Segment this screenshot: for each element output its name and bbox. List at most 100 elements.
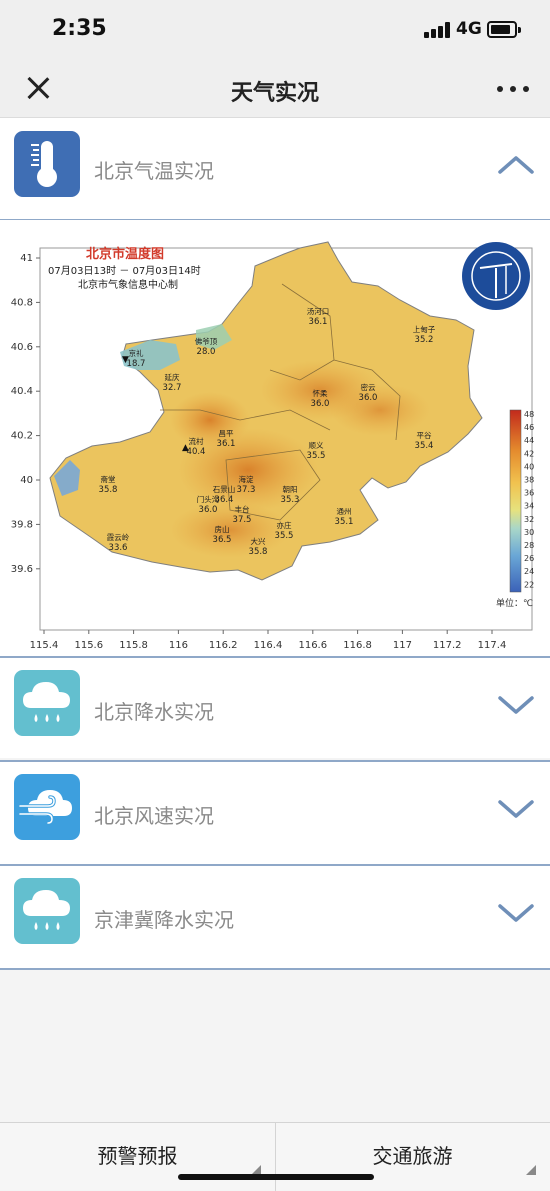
chevron-down-icon[interactable]	[498, 798, 534, 820]
legend-value: 26	[524, 554, 534, 563]
submenu-corner-icon	[251, 1165, 261, 1175]
station-name: 海淀	[239, 474, 254, 484]
battery-icon	[487, 21, 521, 38]
divider	[0, 760, 550, 762]
station-value: 28.0	[197, 347, 216, 357]
station-value: 36.5	[213, 535, 232, 545]
station-value: 35.8	[99, 485, 118, 495]
divider	[0, 656, 550, 658]
section-label-precipitation: 北京降水实况	[94, 700, 214, 724]
legend-value: 46	[524, 423, 534, 432]
wind-cloud-icon	[14, 774, 80, 840]
station-value: 36.0	[199, 505, 218, 515]
y-tick-label: 39.8	[11, 519, 33, 530]
legend-value: 32	[524, 515, 534, 524]
section-label-regional-precipitation: 京津冀降水实况	[94, 908, 234, 932]
section-regional-precipitation[interactable]: 京津冀降水实况	[0, 866, 550, 968]
station-value: 32.7	[163, 383, 182, 393]
extreme-marker-icon: ▲	[182, 443, 189, 453]
map-producer: 北京市气象信息中心制	[78, 278, 178, 291]
legend-value: 38	[524, 476, 534, 485]
legend-value: 24	[524, 567, 534, 576]
legend-value: 30	[524, 528, 534, 537]
station-name: 朝阳	[283, 485, 298, 494]
station-name: 房山	[215, 524, 230, 534]
station-name: 上甸子	[413, 324, 436, 334]
legend-value: 34	[524, 502, 534, 511]
network-label: 4G	[456, 19, 482, 39]
chevron-down-icon[interactable]	[498, 902, 534, 924]
section-temperature[interactable]: 北京气温实况	[0, 118, 550, 220]
legend-value: 48	[524, 410, 534, 419]
map-period: 07月03日13时 － 07月03日14时	[48, 265, 201, 277]
x-tick-label: 117.2	[433, 640, 462, 651]
signal-icon	[424, 22, 452, 38]
chevron-up-icon[interactable]	[498, 154, 534, 176]
more-icon[interactable]	[497, 86, 529, 94]
station-name: 延庆	[165, 372, 180, 382]
divider	[0, 968, 550, 970]
legend-value: 22	[524, 580, 534, 589]
station-value: 35.3	[281, 495, 300, 505]
station-name: 斋堂	[101, 474, 116, 484]
station-value: 35.4	[415, 441, 434, 451]
y-tick-label: 40.8	[11, 297, 33, 308]
station-value: 35.8	[249, 547, 268, 557]
station-name: 密云	[361, 382, 376, 392]
rain-cloud-icon	[14, 670, 80, 736]
y-tick-label: 39.6	[11, 564, 33, 575]
x-tick-label: 115.4	[30, 640, 59, 651]
station-value: 36.0	[311, 399, 330, 409]
legend-value: 42	[524, 449, 534, 458]
tab-traffic-travel[interactable]: 交通旅游	[372, 1144, 453, 1168]
station-value: 35.1	[335, 517, 354, 527]
chevron-down-icon[interactable]	[498, 694, 534, 716]
station-name: 石景山	[213, 484, 236, 494]
section-label-temperature: 北京气温实况	[94, 159, 214, 183]
rain-cloud-icon	[14, 878, 80, 944]
legend-value: 28	[524, 541, 534, 550]
station-name: 通州	[337, 506, 352, 516]
legend-labels: 48 46 44 42 40 38 36 34 32 30 28 26 24 22	[524, 410, 534, 589]
home-indicator	[178, 1174, 374, 1180]
x-tick-label: 116.6	[298, 640, 327, 651]
section-wind[interactable]: 北京风速实况	[0, 762, 550, 864]
station-value: 36.1	[217, 439, 236, 449]
x-axis-ticks: 115.4 115.6 115.8 116 116.2 116.4 116.6 116.8 11…	[30, 630, 507, 651]
status-time: 2:35	[52, 16, 107, 41]
station-name: 门头沟	[197, 494, 220, 504]
station-labels: 汤河口36.1上甸子35.2佛爷顶28.0延庆32.7怀柔36.0密云36.0昌…	[99, 307, 436, 557]
legend-value: 40	[524, 462, 534, 471]
station-value: 35.5	[275, 531, 294, 541]
x-tick-label: 117	[393, 640, 412, 651]
thermometer-icon	[14, 131, 80, 197]
station-name: 亦庄	[277, 520, 292, 530]
extreme-value: 18.7	[127, 359, 146, 369]
station-value: 35.5	[307, 451, 326, 461]
divider	[0, 219, 550, 221]
x-tick-label: 117.4	[478, 640, 507, 651]
station-name: 汤河口	[307, 307, 330, 316]
legend-value: 44	[524, 436, 534, 445]
legend-value: 36	[524, 489, 534, 498]
y-axis-ticks: 41 40.8 40.6 40.4 40.2 40 39.8 39.6	[11, 253, 40, 575]
station-name: 平谷	[417, 431, 432, 440]
station-value: 37.3	[237, 485, 256, 495]
station-name: 大兴	[251, 536, 266, 546]
x-tick-label: 116.8	[343, 640, 372, 651]
nav-bar: 天气实况	[0, 60, 550, 118]
status-bar: 2:35 4G	[0, 0, 550, 60]
weather-service-emblem-icon	[462, 242, 530, 310]
x-tick-label: 115.8	[119, 640, 148, 651]
tab-warning-forecast[interactable]: 预警预报	[97, 1144, 178, 1168]
divider	[0, 864, 550, 866]
station-value: 36.0	[359, 393, 378, 403]
station-name: 霞云岭	[107, 532, 130, 542]
section-precipitation[interactable]: 北京降水实况	[0, 658, 550, 758]
y-tick-label: 40	[20, 475, 33, 486]
temperature-map: 48 46 44 42 40 38 36 34 32 30 28 26 24 22 单位：℃ 115.4 1…	[0, 220, 550, 656]
x-tick-label: 116.2	[209, 640, 238, 651]
station-value: 36.1	[309, 317, 328, 327]
y-tick-label: 40.4	[11, 386, 33, 397]
x-tick-label: 116.4	[254, 640, 283, 651]
